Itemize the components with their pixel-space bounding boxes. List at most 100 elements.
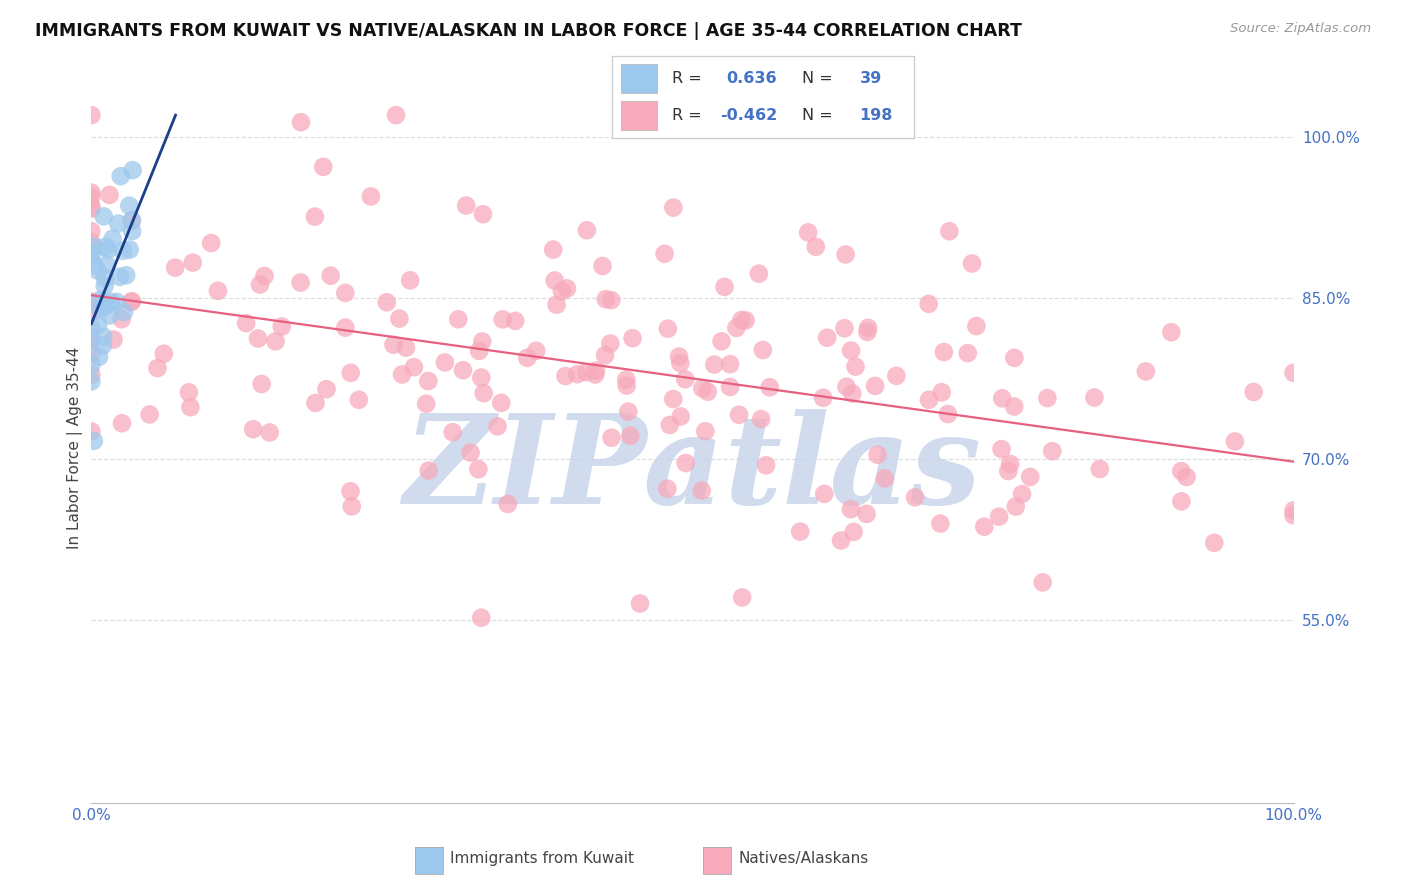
Point: [165, 260, 187, 275]
Point: [93, 278, 115, 293]
Point: [988, 509, 1011, 524]
Point: [591, 259, 613, 273]
Point: [418, 464, 440, 478]
Point: [718, 380, 741, 394]
Point: [80, 235, 103, 249]
Point: [112, 244, 135, 258]
Point: [1032, 575, 1054, 590]
Point: [1282, 503, 1305, 517]
Point: [616, 378, 638, 392]
Point: [546, 298, 568, 312]
Point: [595, 292, 617, 306]
Point: [555, 281, 578, 295]
Point: [554, 369, 576, 384]
Point: [97, 243, 120, 257]
Point: [207, 284, 229, 298]
Point: [1170, 494, 1192, 508]
Point: [94, 271, 117, 285]
Point: [839, 502, 862, 516]
Point: [319, 268, 342, 283]
Point: [80, 332, 103, 346]
Point: [470, 610, 492, 624]
Point: [105, 295, 128, 310]
Point: [181, 255, 204, 269]
Point: [991, 392, 1014, 406]
Point: [600, 293, 623, 307]
Point: [567, 368, 589, 382]
Point: [541, 243, 564, 257]
Point: [108, 269, 131, 284]
Point: [80, 199, 103, 213]
Point: [472, 386, 495, 401]
Point: [80, 186, 103, 200]
Point: [80, 359, 103, 373]
Point: [121, 294, 143, 309]
Point: [1282, 366, 1305, 380]
Point: [695, 424, 717, 438]
Point: [433, 355, 456, 369]
Point: [619, 429, 641, 443]
Point: [153, 347, 176, 361]
Point: [1083, 391, 1105, 405]
Point: [111, 416, 134, 430]
Point: [89, 293, 111, 308]
Point: [83, 258, 105, 272]
Point: [312, 160, 335, 174]
Text: Source: ZipAtlas.com: Source: ZipAtlas.com: [1230, 22, 1371, 36]
Point: [486, 419, 509, 434]
Point: [80, 108, 103, 122]
Point: [80, 306, 103, 320]
Point: [918, 297, 941, 311]
Point: [1011, 487, 1033, 501]
Point: [86, 263, 108, 277]
Point: [93, 210, 115, 224]
Point: [339, 484, 361, 499]
Point: [101, 232, 124, 246]
Point: [100, 294, 122, 309]
Point: [1002, 400, 1025, 414]
Point: [121, 213, 143, 227]
Point: [696, 384, 718, 399]
Point: [264, 334, 287, 349]
Point: [813, 487, 835, 501]
Point: [728, 408, 751, 422]
FancyBboxPatch shape: [620, 102, 657, 130]
Point: [614, 373, 637, 387]
Point: [755, 458, 778, 473]
Point: [399, 273, 422, 287]
Point: [1002, 351, 1025, 365]
Point: [1243, 384, 1265, 399]
Point: [335, 285, 357, 300]
Point: [87, 318, 110, 332]
Point: [690, 483, 713, 498]
Point: [856, 325, 879, 339]
Point: [112, 305, 135, 319]
Point: [658, 417, 681, 432]
Point: [395, 341, 418, 355]
Point: [115, 268, 138, 283]
Text: N =: N =: [801, 108, 838, 123]
Point: [1040, 444, 1063, 458]
Point: [1223, 434, 1246, 449]
Point: [451, 363, 474, 377]
Point: [120, 295, 142, 310]
Point: [456, 198, 478, 212]
Point: [956, 346, 979, 360]
Point: [80, 246, 103, 260]
Point: [375, 295, 398, 310]
Point: [628, 597, 651, 611]
Point: [673, 372, 696, 386]
Text: R =: R =: [672, 108, 707, 123]
Point: [247, 331, 270, 345]
Point: [815, 331, 838, 345]
Point: [621, 331, 644, 345]
Point: [388, 311, 411, 326]
Point: [471, 334, 494, 349]
Point: [98, 188, 121, 202]
Point: [80, 331, 103, 345]
Point: [575, 223, 598, 237]
Point: [938, 224, 960, 238]
Point: [1170, 464, 1192, 478]
Point: [990, 442, 1012, 456]
Point: [259, 425, 281, 440]
